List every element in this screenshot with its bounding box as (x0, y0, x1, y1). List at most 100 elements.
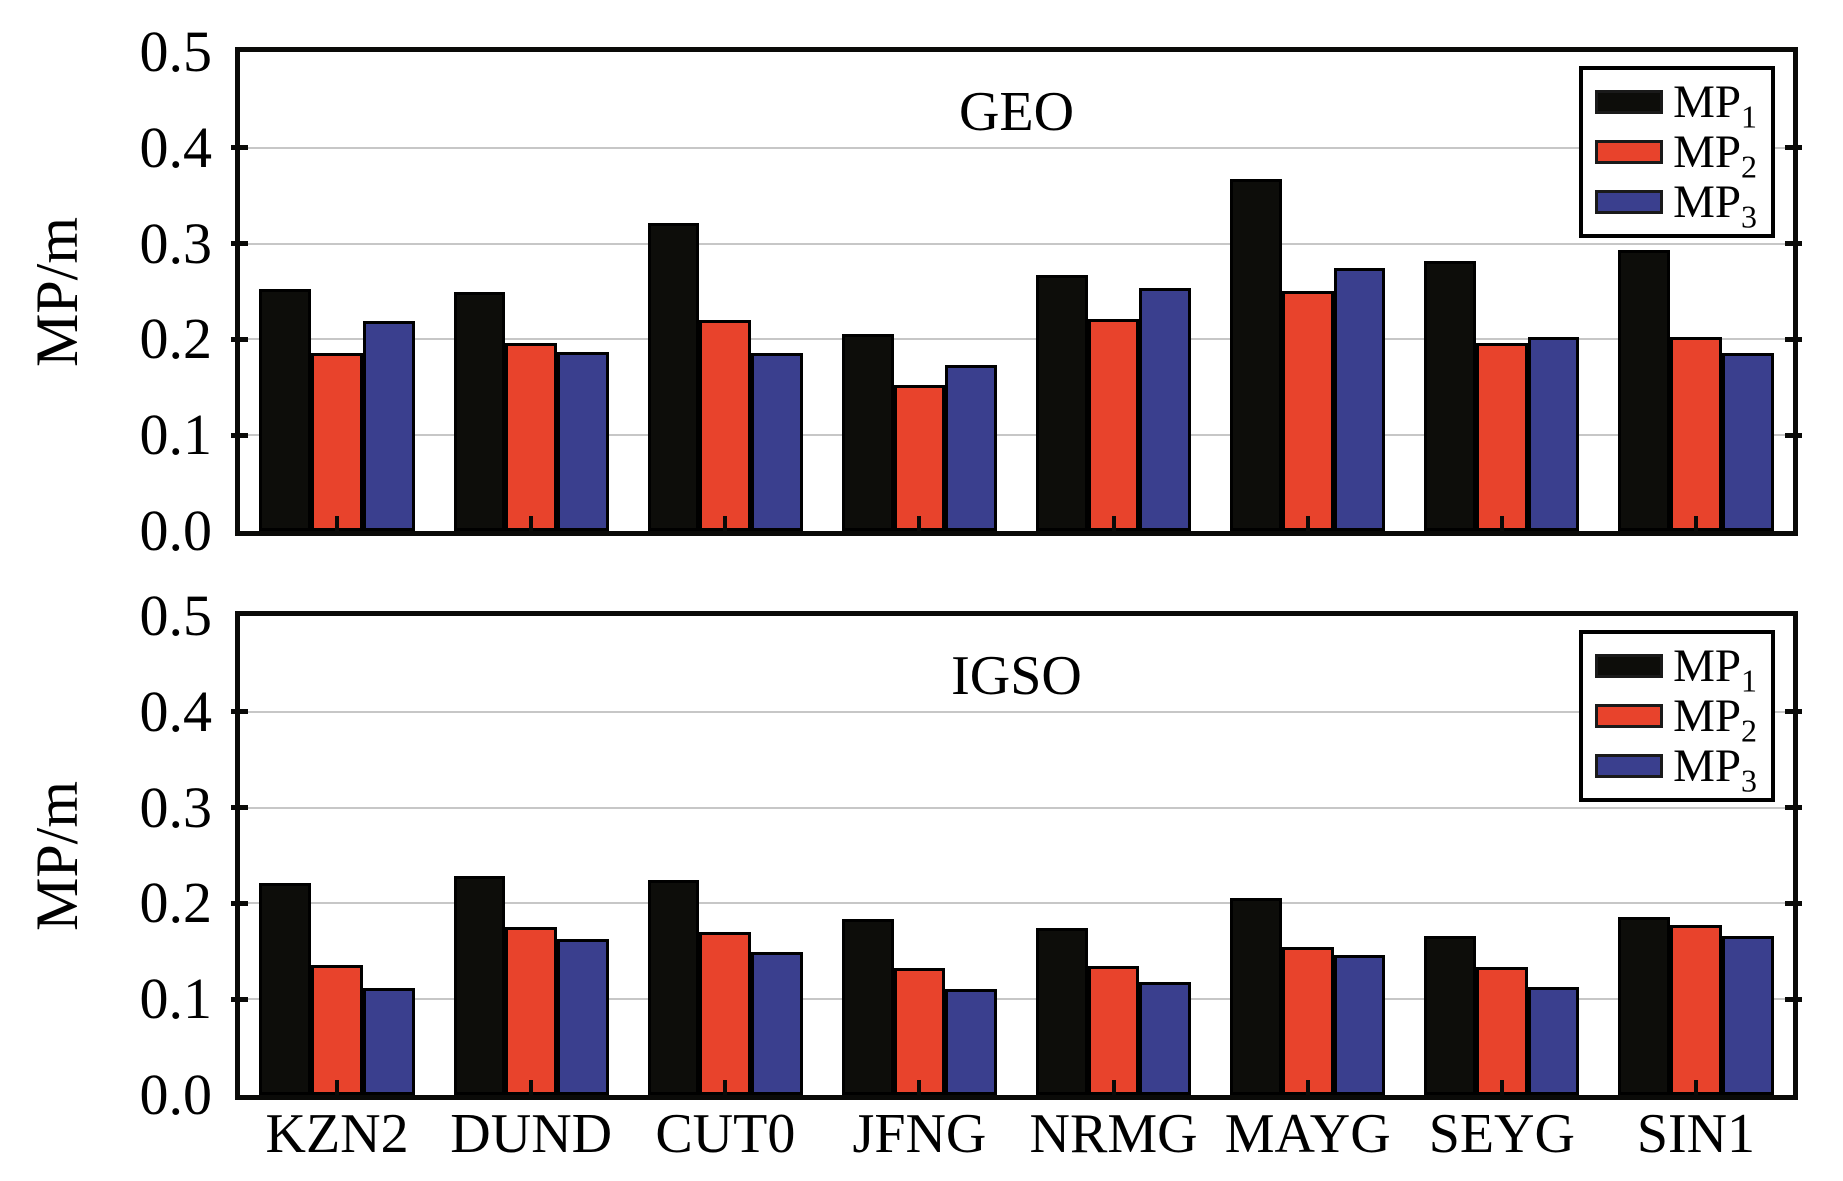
igso-ytick-left-0.4 (231, 709, 248, 715)
igso-bar-cut0-mp3 (751, 952, 803, 1095)
mp2-legend-swatch (1595, 140, 1664, 164)
geo-ytick-label-0.3: 0.3 (139, 210, 213, 276)
geo-bar-nrmg-mp2 (1087, 319, 1140, 531)
geo-bar-dund-mp2 (505, 343, 558, 531)
geo-legend-label-mp3: MP3 (1673, 175, 1757, 234)
igso-ytick-label-0.5: 0.5 (139, 583, 213, 648)
mp2-legend-swatch (1595, 704, 1664, 728)
igso-bar-seyg-mp3 (1527, 986, 1580, 1095)
geo-legend-row-mp1: MP1 (1595, 75, 1757, 134)
igso-bar-jfng-mp3 (945, 988, 998, 1095)
mp3-legend-swatch (1595, 754, 1664, 778)
igso-bar-mayg-mp1 (1230, 897, 1282, 1095)
geo-legend-row-mp3: MP3 (1595, 175, 1757, 234)
geo-gridline-0.3 (240, 242, 1793, 245)
igso-ytick-left-0.1 (231, 996, 248, 1002)
geo-bar-dund-mp1 (453, 292, 506, 531)
geo-bar-dund-mp3 (557, 351, 609, 531)
igso-bar-sin1-mp2 (1670, 925, 1722, 1095)
igso-y-axis-title: MP/m (24, 780, 90, 931)
igso-ytick-right-0.4 (1785, 709, 1802, 715)
mp1-legend-swatch (1595, 90, 1664, 114)
igso-legend-label-mp2: MP2 (1673, 689, 1757, 748)
geo-bar-sin1-mp1 (1618, 250, 1671, 531)
geo-bar-mayg-mp3 (1333, 267, 1386, 531)
igso-ytick-left-0.2 (231, 900, 248, 906)
geo-xtick-sin1 (1693, 516, 1698, 531)
geo-xtick-nrmg (1111, 516, 1116, 531)
geo-bar-seyg-mp2 (1475, 343, 1528, 531)
igso-bar-nrmg-mp1 (1035, 928, 1088, 1095)
geo-xtick-kzn2 (335, 516, 340, 531)
geo-bar-seyg-mp1 (1424, 260, 1476, 531)
geo-xtick-cut0 (723, 516, 728, 531)
geo-bar-nrmg-mp1 (1035, 275, 1088, 531)
igso-xtick-dund (529, 1080, 534, 1095)
igso-bar-sin1-mp3 (1721, 935, 1774, 1095)
igso-gridline-0.2 (240, 902, 1793, 905)
geo-bar-sin1-mp2 (1670, 337, 1722, 531)
igso-title: IGSO (951, 645, 1082, 707)
geo-legend-row-mp2: MP2 (1595, 125, 1757, 184)
geo-gridline-0.1 (240, 434, 1793, 437)
igso-ytick-label-0.4: 0.4 (139, 678, 213, 744)
igso-legend-row-mp3: MP3 (1595, 742, 1757, 796)
igso-bar-cut0-mp2 (699, 932, 752, 1095)
geo-bar-mayg-mp1 (1230, 179, 1282, 531)
x-label-seyg: SEYG (1428, 1103, 1575, 1165)
igso-ytick-label-0.3: 0.3 (139, 774, 213, 840)
geo-ytick-label-0.1: 0.1 (139, 402, 213, 468)
x-label-cut0: CUT0 (655, 1103, 796, 1165)
geo-ytick-left-0.2 (231, 336, 248, 342)
geo-xtick-seyg (1499, 516, 1504, 531)
igso-xtick-cut0 (723, 1080, 728, 1095)
geo-bar-kzn2-mp3 (362, 321, 415, 531)
igso-ytick-right-0.3 (1785, 805, 1802, 811)
geo-gridline-0.4 (240, 146, 1793, 149)
mp1-legend-swatch (1595, 654, 1664, 678)
geo-bar-sin1-mp3 (1721, 352, 1774, 531)
geo-bar-jfng-mp2 (893, 385, 946, 531)
igso-gridline-0.3 (240, 806, 1793, 809)
igso-gridline-0.4 (240, 710, 1793, 713)
geo-ytick-label-0.5: 0.5 (139, 19, 213, 84)
geo-ytick-right-0.2 (1785, 336, 1802, 342)
geo-legend-label-mp2: MP2 (1673, 125, 1757, 184)
geo-y-axis-title: MP/m (24, 216, 90, 367)
geo-xtick-dund (529, 516, 534, 531)
igso-bar-dund-mp2 (505, 927, 558, 1095)
igso-bar-cut0-mp1 (647, 880, 700, 1095)
igso-xtick-jfng (917, 1080, 922, 1095)
x-label-mayg: MAYG (1224, 1103, 1391, 1165)
geo-bar-cut0-mp2 (699, 320, 752, 531)
igso-bar-mayg-mp2 (1281, 946, 1334, 1095)
igso-ytick-right-0.2 (1785, 900, 1802, 906)
geo-bar-nrmg-mp3 (1139, 287, 1192, 531)
igso-bar-nrmg-mp2 (1087, 965, 1140, 1095)
igso-ytick-label-0.1: 0.1 (139, 966, 213, 1032)
igso-ytick-left-0.3 (231, 805, 248, 811)
geo-ytick-label-0.4: 0.4 (139, 114, 213, 180)
geo-bar-mayg-mp2 (1281, 290, 1334, 531)
geo-bar-jfng-mp3 (945, 365, 998, 531)
igso-xtick-seyg (1499, 1080, 1504, 1095)
geo-bar-kzn2-mp1 (259, 288, 312, 531)
geo-ytick-left-0.4 (231, 145, 248, 151)
geo-bar-jfng-mp1 (841, 333, 894, 531)
x-label-nrmg: NRMG (1029, 1103, 1198, 1165)
igso-legend: MP1 MP2 MP3 (1579, 630, 1775, 802)
geo-bar-seyg-mp3 (1527, 336, 1580, 531)
geo-ytick-label-0.2: 0.2 (139, 306, 213, 372)
igso-gridline-0.1 (240, 998, 1793, 1001)
geo-xtick-mayg (1305, 516, 1310, 531)
geo-bar-cut0-mp3 (751, 352, 803, 531)
igso-bar-kzn2-mp2 (311, 964, 363, 1095)
x-label-kzn2: KZN2 (265, 1103, 409, 1165)
igso-ytick-label-0.2: 0.2 (139, 870, 213, 936)
geo-bar-cut0-mp1 (647, 222, 700, 531)
geo-ytick-left-0.3 (231, 241, 248, 247)
geo-legend-label-mp1: MP1 (1673, 75, 1757, 134)
igso-xtick-mayg (1305, 1080, 1310, 1095)
igso-legend-row-mp1: MP1 (1595, 642, 1757, 696)
geo-ytick-left-0.1 (231, 432, 248, 438)
